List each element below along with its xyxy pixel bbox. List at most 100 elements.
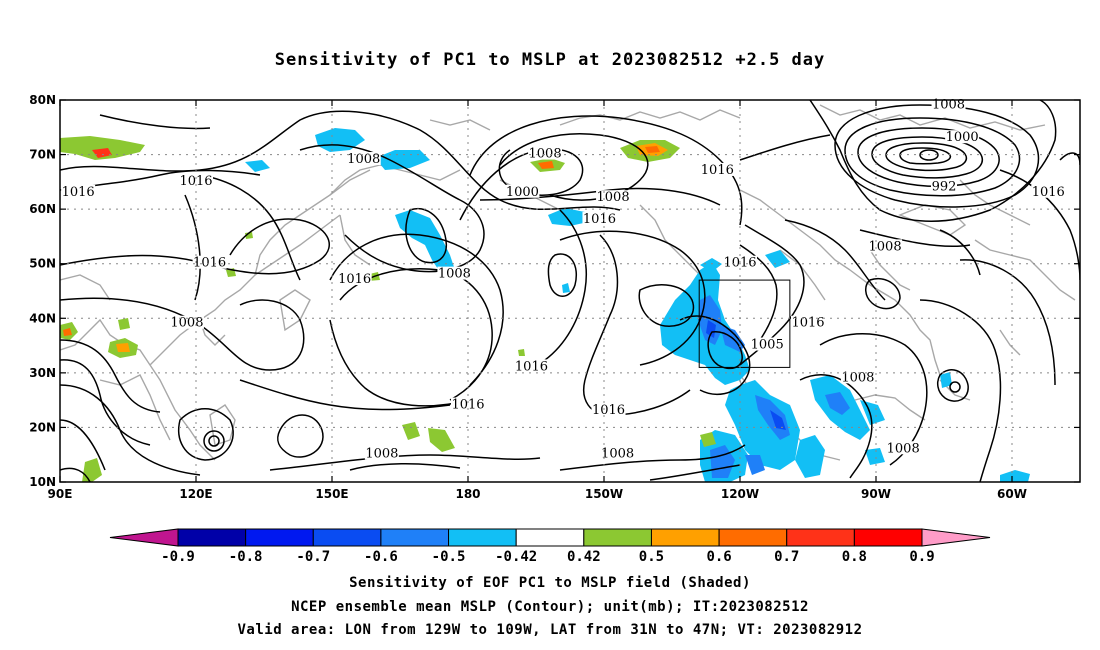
x-tick-label: 90E: [48, 487, 73, 501]
y-tick-label: 20N: [29, 420, 56, 434]
valid-area-box: [698, 279, 791, 368]
chart-title: Sensitivity of PC1 to MSLP at 2023082512…: [274, 50, 826, 70]
contour-labels: 1008 1016 1016 1016 1008 1016 1008 1008 1000 1008…: [61, 97, 1066, 462]
contour-label-bg: [61, 184, 96, 198]
contour-label-bg: [945, 130, 980, 144]
colorbar-swatch: [718, 528, 788, 547]
colorbar-label: -0.8: [229, 549, 263, 565]
y-tick-label: 60N: [29, 202, 56, 216]
y-tick-label: 50N: [29, 257, 56, 271]
y-tick-label: 40N: [29, 311, 56, 325]
footer-line-3: Valid area: LON from 129W to 109W, LAT f…: [237, 622, 863, 638]
contour-label: 1016: [515, 359, 548, 374]
contour-label: 1008: [869, 239, 902, 254]
contour-label-bg: [1031, 184, 1066, 198]
contour-label: 1008: [529, 147, 562, 162]
contour-label-bg: [337, 272, 372, 286]
y-tick-label: 80N: [29, 93, 56, 107]
contour-label: 1008: [597, 190, 630, 205]
colorbar-swatch: [448, 528, 517, 547]
colorbar-swatch: [380, 528, 450, 547]
footer-line-1: Sensitivity of EOF PC1 to MSLP field (Sh…: [349, 575, 751, 591]
contour-label-bg: [437, 266, 472, 280]
contour-label: 1016: [701, 163, 734, 178]
contour-label-bg: [169, 315, 204, 329]
colorbar-swatch: [786, 528, 855, 547]
contour-label: 1008: [170, 316, 203, 331]
y-tick-label: 10N: [29, 475, 56, 489]
map-frame: [59, 99, 1081, 483]
contour-label-bg: [600, 446, 635, 460]
colorbar-label: 0.5: [639, 549, 664, 565]
colorbar-label: -0.6: [364, 549, 398, 565]
x-tick-label: 180: [455, 487, 480, 501]
colorbar-label: 0.7: [774, 549, 799, 565]
x-tick-label: 90W: [861, 487, 891, 501]
gridlines: [60, 100, 1080, 482]
x-tick-label: 60W: [997, 487, 1027, 501]
contour-label: 1005: [751, 338, 784, 353]
x-tick-label: 150W: [585, 487, 623, 501]
colorbar-right-arrow: [921, 528, 991, 547]
colorbar-left-arrow: [109, 528, 179, 547]
colorbar-swatch: [245, 528, 314, 547]
x-tick-label: 120W: [721, 487, 759, 501]
colorbar-swatch: [515, 528, 585, 547]
contour-label: 1016: [592, 403, 625, 418]
contour-label: 1016: [583, 212, 616, 227]
colorbar-swatch: [312, 528, 382, 547]
contour-label: 992: [932, 179, 957, 194]
contour-label: 1000: [946, 130, 979, 145]
contour-label: 1016: [62, 185, 95, 200]
x-tick-label: 120E: [179, 487, 212, 501]
contour-label: 1008: [601, 447, 634, 462]
mslp-contours: [60, 100, 1080, 482]
contour-label: 1008: [438, 267, 471, 282]
contour-label: 1008: [347, 152, 380, 167]
contour-label: 1008: [365, 447, 398, 462]
contour-label: 1016: [179, 174, 212, 189]
contour-label-bg: [840, 370, 875, 384]
contour-label-bg: [514, 359, 549, 373]
colorbar: -0.9 -0.8 -0.7 -0.6 -0.5 -0.42 0.42 0.5 0.6 0.7 0.…: [109, 528, 991, 565]
contour-label: 1016: [193, 256, 226, 271]
x-axis-ticks: 90E 120E 150E 180 150W 120W 90W 60W: [48, 100, 1027, 501]
contour-label-bg: [750, 337, 785, 351]
x-tick-label: 150E: [315, 487, 348, 501]
contour-label-bg: [700, 162, 735, 176]
contour-label: 1016: [451, 398, 484, 413]
contour-label: 1016: [338, 272, 371, 287]
contour-label: 1016: [791, 316, 824, 331]
contour-label: 1008: [841, 370, 874, 385]
contour-label-bg: [596, 190, 631, 204]
contour-label: 1000: [506, 185, 539, 200]
contour-label-bg: [582, 212, 617, 226]
contour-label-bg: [591, 403, 626, 417]
colorbar-label: -0.5: [432, 549, 466, 565]
contour-label-bg: [192, 255, 227, 269]
footer-line-2: NCEP ensemble mean MSLP (Contour); unit(…: [291, 599, 809, 615]
y-tick-label: 30N: [29, 366, 56, 380]
contour-label-bg: [886, 441, 921, 455]
contour-label-bg: [868, 239, 903, 253]
contour-label-bg: [931, 179, 957, 193]
contour-label-bg: [505, 184, 540, 198]
colorbar-label: -0.7: [296, 549, 330, 565]
contour-label-bg: [346, 152, 381, 166]
colorbar-label: -0.42: [495, 549, 537, 565]
contour-label-bg: [528, 146, 563, 160]
colorbar-label: -0.9: [161, 549, 195, 565]
contour-label: 1016: [1032, 185, 1065, 200]
y-axis-ticks: 10N 20N 30N 40N 50N 60N 70N 80N: [29, 93, 1080, 489]
contour-label: 1008: [887, 441, 920, 456]
contour-label-bg: [364, 446, 399, 460]
colorbar-swatch: [853, 528, 923, 547]
y-tick-label: 70N: [29, 148, 56, 162]
colorbar-swatch: [650, 528, 720, 547]
colorbar-label: 0.42: [567, 549, 601, 565]
colorbar-swatch: [177, 528, 247, 547]
contour-label-bg: [179, 173, 213, 187]
contour-label: 1008: [932, 97, 965, 112]
contour-label-bg: [451, 397, 485, 411]
